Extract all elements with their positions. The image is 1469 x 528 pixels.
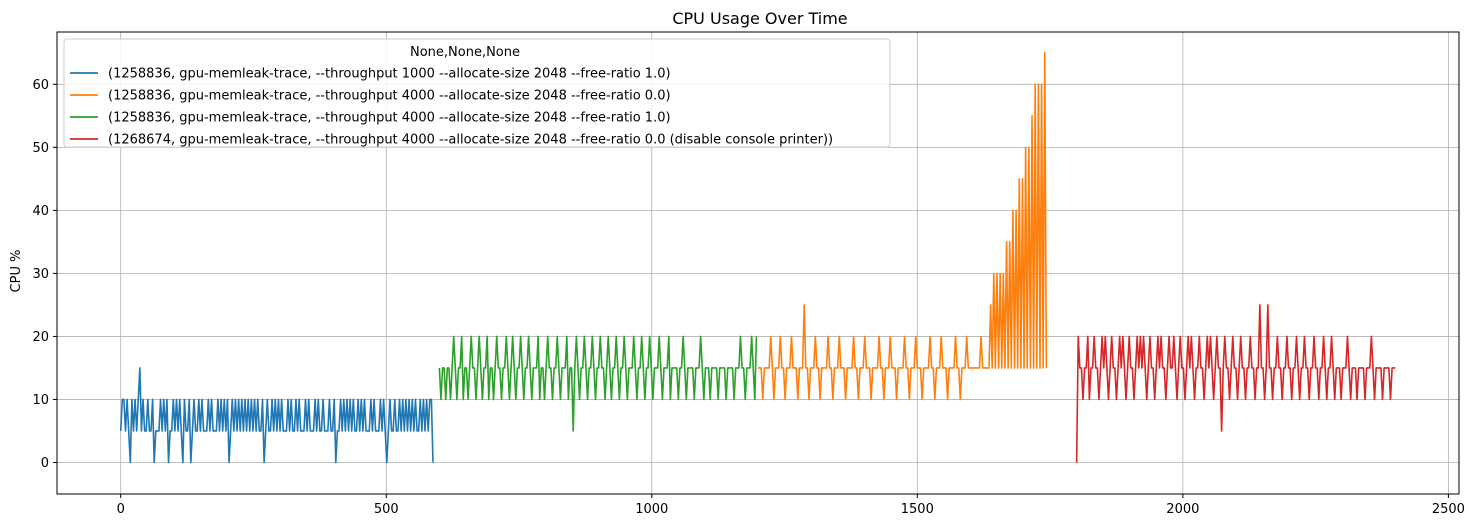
x-tick-label: 1500 <box>901 502 934 517</box>
legend-entries: (1258836, gpu-memleak-trace, --throughpu… <box>70 67 833 148</box>
legend-entry-3: (1258836, gpu-memleak-trace, --throughpu… <box>108 111 671 126</box>
plot-frame <box>56 31 1460 495</box>
x-tick-label: 500 <box>374 502 399 517</box>
series-line-4 <box>1075 304 1396 463</box>
series-line-1 <box>119 367 434 464</box>
x-tick-label: 2500 <box>1432 502 1465 517</box>
chart-title: CPU Usage Over Time <box>672 9 847 28</box>
legend-entry-2: (1258836, gpu-memleak-trace, --throughpu… <box>108 89 671 104</box>
y-tick-label: 50 <box>32 141 49 156</box>
y-tick-label: 60 <box>32 78 49 93</box>
legend-box <box>63 38 891 148</box>
x-tick-label: 2000 <box>1166 502 1199 517</box>
legend-title: None,None,None <box>410 45 520 60</box>
x-axis-ticks: 0 500 1000 1500 2000 2500 <box>117 494 1465 517</box>
legend-entry-1: (1258836, gpu-memleak-trace, --throughpu… <box>108 67 671 82</box>
series-lines <box>119 51 1396 464</box>
legend: None,None,None (1258836, gpu-memleak-tra… <box>63 38 891 148</box>
y-tick-label: 0 <box>41 456 49 471</box>
x-tick-label: 0 <box>117 502 125 517</box>
x-tick-label: 1000 <box>635 502 668 517</box>
y-tick-label: 10 <box>32 393 49 408</box>
series-line-2 <box>758 51 1048 401</box>
y-tick-label: 20 <box>32 330 49 345</box>
legend-entry-4: (1268674, gpu-memleak-trace, --throughpu… <box>108 133 833 148</box>
y-tick-label: 40 <box>32 204 49 219</box>
y-axis-ticks: 0 10 20 30 40 50 60 <box>32 78 57 471</box>
y-tick-label: 30 <box>32 267 49 282</box>
y-axis-label: CPU % <box>9 250 24 293</box>
series-line-3 <box>438 335 758 432</box>
